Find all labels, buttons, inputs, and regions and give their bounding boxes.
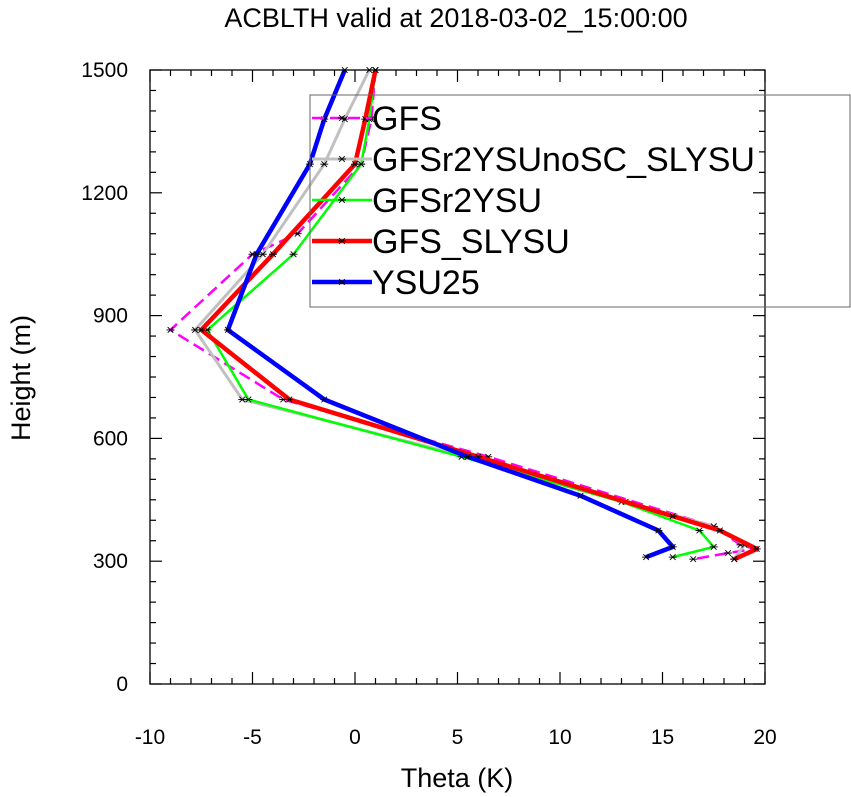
series-gfs-slysu <box>197 66 761 563</box>
legend-label: YSU25 <box>372 264 480 302</box>
data-point-marker <box>321 116 328 123</box>
data-point-marker <box>464 453 471 460</box>
data-point-marker <box>716 527 724 534</box>
data-point-marker <box>286 396 293 403</box>
y-tick-label: 1200 <box>81 182 128 205</box>
series-ysu25 <box>223 66 677 561</box>
x-tick-label: -10 <box>135 726 165 749</box>
data-point-marker <box>341 116 348 123</box>
data-point-marker <box>191 326 199 334</box>
data-point-marker <box>696 527 703 534</box>
legend: GFSGFSr2YSUnoSC_SLYSUGFSr2YSUGFS_SLYSUYS… <box>309 94 851 308</box>
data-point-marker <box>167 326 174 334</box>
series-lines <box>166 66 761 563</box>
data-point-marker <box>338 114 346 122</box>
x-tick-label: 20 <box>753 726 776 749</box>
data-point-marker <box>321 161 328 168</box>
chart-title: ACBLTH valid at 2018-03-02_15:00:00 <box>224 3 687 33</box>
legend-label: GFSr2YSUnoSC_SLYSU <box>372 141 755 179</box>
x-tick-label: 0 <box>349 726 361 749</box>
data-point-marker <box>753 545 760 553</box>
legend-label: GFS_SLYSU <box>372 223 570 261</box>
data-point-marker <box>351 161 359 168</box>
data-point-marker <box>642 553 650 561</box>
data-point-marker <box>338 196 346 204</box>
data-point-marker <box>224 326 232 334</box>
data-point-marker <box>690 556 697 563</box>
data-point-marker <box>245 396 252 403</box>
y-tick-label: 900 <box>93 305 128 328</box>
y-tick-label: 300 <box>93 550 128 573</box>
data-point-marker <box>669 513 676 520</box>
legend-label: GFSr2YSU <box>372 182 542 220</box>
data-point-marker <box>269 251 277 258</box>
data-point-marker <box>239 396 246 403</box>
data-point-marker <box>338 155 346 163</box>
data-point-marker <box>669 543 676 550</box>
y-axis-label: Height (m) <box>6 315 36 441</box>
data-point-marker <box>669 553 676 561</box>
data-point-marker <box>731 556 738 563</box>
data-point-marker <box>338 278 346 286</box>
x-axis-label: Theta (K) <box>401 763 514 793</box>
data-point-marker <box>724 549 732 557</box>
y-tick-labels: 0 300 600 900 1200 1500 <box>81 59 128 696</box>
y-tick-label: 0 <box>116 673 128 696</box>
data-point-marker <box>338 237 346 245</box>
x-tick-label: 5 <box>452 726 464 749</box>
data-point-marker <box>710 543 717 550</box>
data-point-marker <box>655 527 662 534</box>
x-tick-label: 15 <box>651 726 674 749</box>
data-point-marker <box>290 251 297 258</box>
y-tick-label: 600 <box>93 427 128 450</box>
y-tick-label: 1500 <box>81 59 128 82</box>
legend-label: GFS <box>372 100 442 138</box>
data-point-marker <box>259 251 266 258</box>
x-tick-labels: -10 -5 0 5 10 15 20 <box>135 726 777 749</box>
data-point-marker <box>294 230 301 237</box>
plot-frame <box>149 69 766 685</box>
x-tick-label: 10 <box>548 726 571 749</box>
data-point-marker <box>321 396 328 403</box>
data-point-marker <box>198 326 205 334</box>
legend-box <box>309 94 851 308</box>
data-point-marker <box>577 492 584 499</box>
data-point-marker <box>358 161 365 168</box>
x-tick-label: -5 <box>243 726 262 749</box>
data-point-marker <box>253 251 260 258</box>
